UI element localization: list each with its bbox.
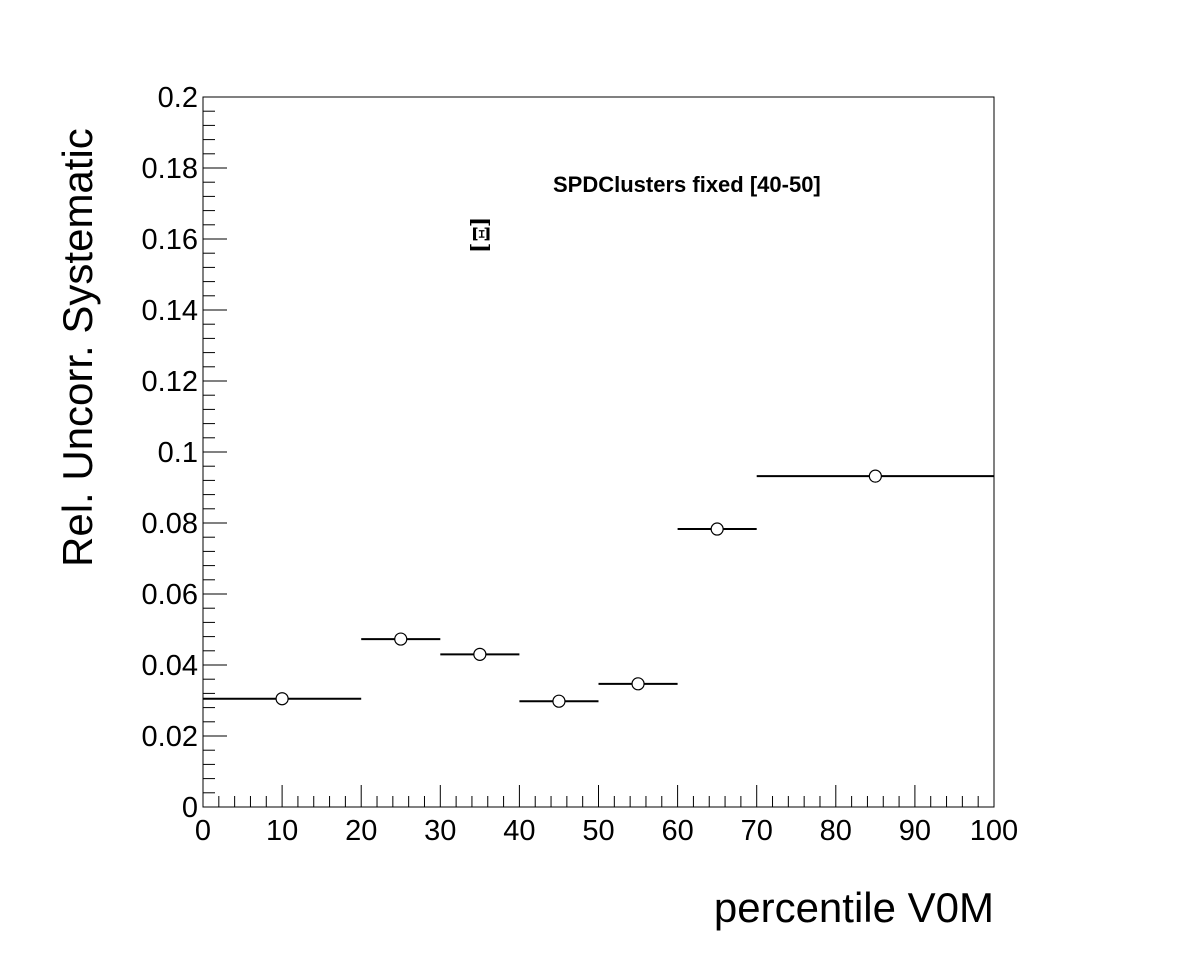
- annotation-label: SPDClusters fixed [40-50]: [553, 172, 821, 197]
- x-tick-label: 70: [741, 815, 773, 847]
- x-tick-label: 50: [582, 815, 614, 847]
- data-point: [868, 469, 882, 483]
- x-tick-label: 20: [345, 815, 377, 847]
- data-point: [394, 632, 408, 646]
- axis-ticks: [202, 96, 995, 808]
- particle-bracket-right: ]: [467, 243, 493, 253]
- x-tick-label: 60: [661, 815, 693, 847]
- particle-symbol: Ξ: [467, 226, 493, 241]
- y-tick-label: 0: [182, 792, 198, 824]
- y-tick-label: 0.02: [142, 721, 198, 753]
- x-tick-label: 0: [195, 815, 211, 847]
- data-marks: [203, 469, 994, 708]
- y-tick-label: 0.2: [158, 82, 198, 114]
- x-tick-label: 30: [424, 815, 456, 847]
- x-tick-label: 80: [820, 815, 852, 847]
- x-axis-title: percentile V0M: [714, 884, 994, 931]
- data-point: [631, 677, 645, 691]
- y-tick-label: 0.1: [158, 437, 198, 469]
- data-point: [552, 694, 566, 708]
- x-tick-label: 100: [970, 815, 1018, 847]
- y-tick-label: 0.18: [142, 153, 198, 185]
- data-point: [473, 647, 487, 661]
- y-tick-label: 0.12: [142, 366, 198, 398]
- data-point: [710, 522, 724, 536]
- y-axis-title: Rel. Uncorr. Systematic: [54, 128, 101, 567]
- y-tick-label: 0.04: [142, 650, 198, 682]
- x-tick-label: 10: [266, 815, 298, 847]
- data-point: [275, 692, 289, 706]
- particle-bracket-left: [: [467, 217, 493, 227]
- axis-tick-labels: 0 10 20 30 40 50 60 70 80 90 100 0 0.02 0.04 0.06 0.08 0…: [142, 82, 1019, 847]
- y-tick-label: 0.06: [142, 579, 198, 611]
- x-tick-label: 90: [899, 815, 931, 847]
- y-tick-label: 0.14: [142, 295, 198, 327]
- x-tick-label: 40: [503, 815, 535, 847]
- y-tick-label: 0.08: [142, 508, 198, 540]
- y-tick-label: 0.16: [142, 224, 198, 256]
